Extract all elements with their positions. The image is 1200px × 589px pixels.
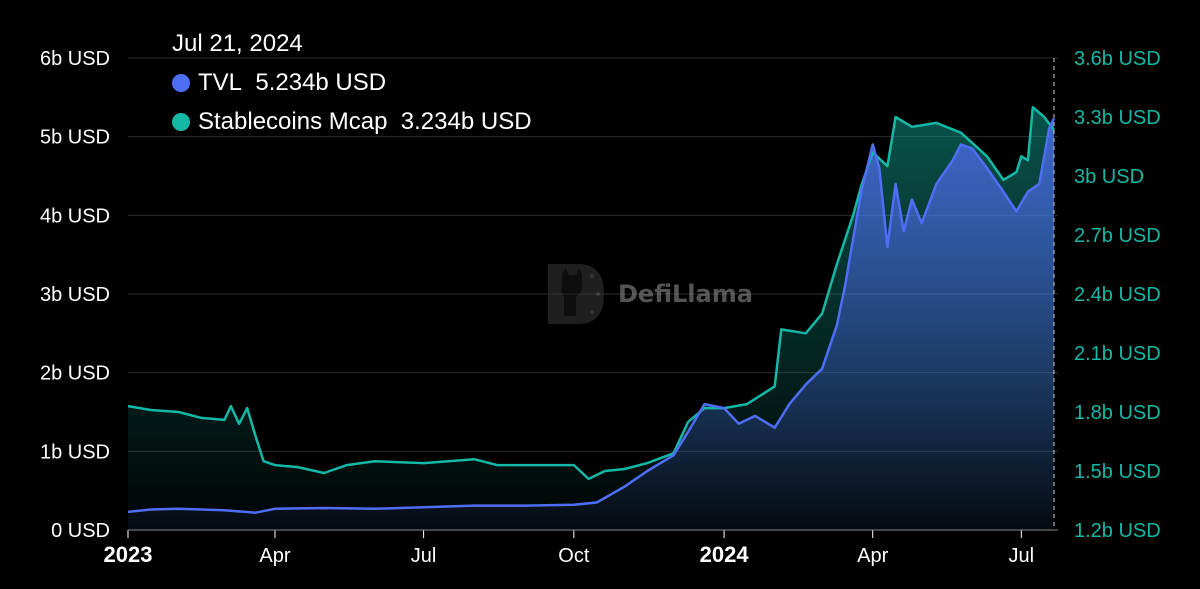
tooltip-stable-row: Stablecoins Mcap 3.234b USD <box>172 102 532 141</box>
x-tick-label: Jul <box>411 545 437 567</box>
tvl-area <box>128 118 1054 531</box>
right-tick-label: 3b USD <box>1074 166 1144 188</box>
tvl-line <box>127 117 1056 514</box>
right-tick-label: 1.8b USD <box>1074 402 1161 424</box>
right-tick-label: 2.7b USD <box>1074 225 1161 247</box>
tooltip-date: Jul 21, 2024 <box>172 30 303 57</box>
x-tick-label: Apr <box>259 545 290 567</box>
right-tick-label: 1.2b USD <box>1074 520 1161 542</box>
chart-tooltip: Jul 21, 2024 TVL 5.234b USD Stablecoins … <box>172 24 532 141</box>
watermark-text: DefiLlama <box>618 280 753 308</box>
stablecoins-legend-dot <box>172 112 190 131</box>
left-tick-label: 4b USD <box>40 205 110 227</box>
left-axis: 0 USD 1b USD 2b USD 3b USD 4b USD 5b USD 6b US… <box>40 48 110 542</box>
tvl-value: 5.234b USD <box>255 69 387 96</box>
x-tick-label: Apr <box>857 545 888 567</box>
series-lines <box>127 105 1056 514</box>
x-tick-label: 2024 <box>700 542 750 567</box>
grid-lines <box>128 57 1058 531</box>
left-tick-label: 1b USD <box>40 441 110 463</box>
tvl-legend-dot <box>172 73 190 92</box>
stablecoins-value: 3.234b USD <box>400 108 532 135</box>
right-axis: 1.2b USD 1.5b USD 1.8b USD 2.1b USD 2.4b USD… <box>1074 48 1161 542</box>
x-tick-label: Oct <box>558 545 590 567</box>
right-tick-label: 3.3b USD <box>1074 107 1161 129</box>
right-tick-label: 3.6b USD <box>1074 48 1161 70</box>
left-tick-label: 5b USD <box>40 127 110 149</box>
llama-logo-icon <box>548 264 604 324</box>
right-tick-label: 2.1b USD <box>1074 343 1161 365</box>
x-tick-label: 2023 <box>104 542 153 567</box>
right-tick-label: 1.5b USD <box>1074 461 1161 483</box>
x-axis: 2023 Apr Jul Oct 2024 Apr Jul <box>104 529 1058 567</box>
left-tick-label: 0 USD <box>51 520 110 542</box>
stablecoins-label: Stablecoins Mcap <box>198 108 388 135</box>
tooltip-tvl-row: TVL 5.234b USD <box>172 63 532 102</box>
left-tick-label: 2b USD <box>40 363 110 385</box>
tvl-label: TVL <box>198 69 243 96</box>
series-areas <box>128 107 1054 531</box>
defillama-watermark: DefiLlama <box>542 258 753 330</box>
right-tick-label: 2.4b USD <box>1074 284 1161 306</box>
left-tick-label: 3b USD <box>40 284 110 306</box>
stablecoins-line <box>127 105 1055 481</box>
left-tick-label: 6b USD <box>40 48 110 70</box>
x-tick-label: Jul <box>1009 545 1035 567</box>
